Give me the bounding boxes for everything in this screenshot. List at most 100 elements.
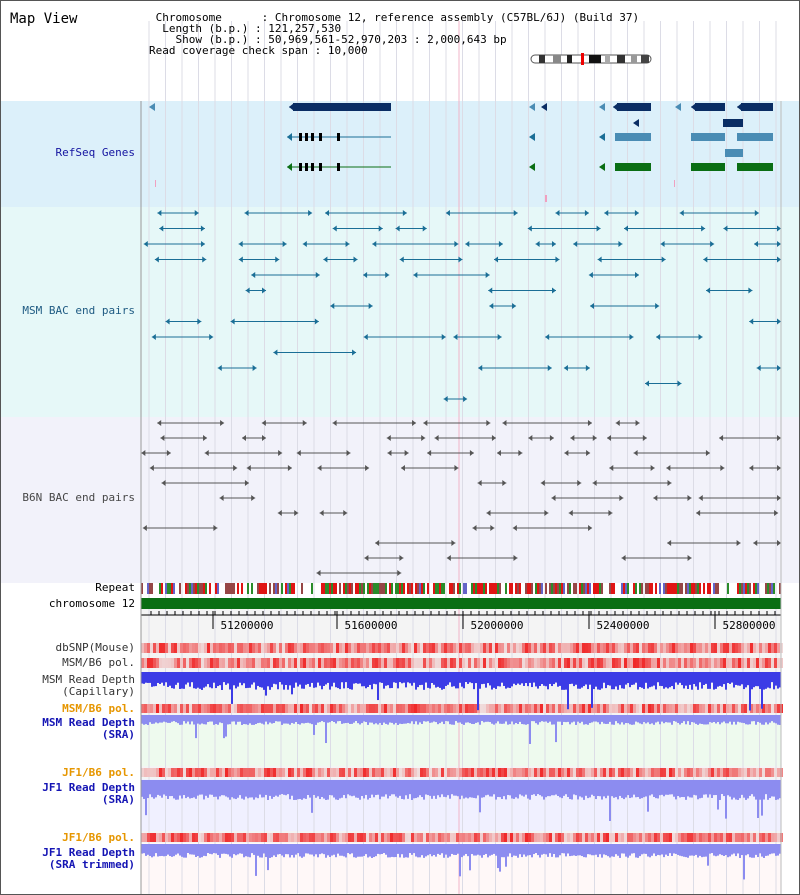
dbsnp-heat-cell: [183, 643, 186, 653]
msm-capillary-depth-bar: [617, 672, 619, 690]
msm-capillary-depth-bar: [261, 672, 263, 688]
msm-sra-depth-bar: [737, 715, 739, 722]
jf1-trim-depth-bar: [473, 844, 475, 856]
jf1-trim-depth-bar: [625, 844, 627, 857]
msm-capillary-depth-bar: [561, 672, 563, 690]
msm-bac-pair-end: [527, 225, 532, 232]
msm-b6-pol-heat-cell: [486, 658, 489, 668]
jf1-trim-depth-bar: [657, 844, 659, 855]
jf1-b6-pol-heat-cell: [363, 768, 366, 777]
msm-b6-pol-sra-heat-cell: [552, 704, 555, 713]
chromosome-bar: [141, 598, 781, 609]
jf1-b6-pol-trim-heat-cell: [462, 833, 465, 842]
msm-bac-pair-end: [661, 256, 666, 263]
jf1-sra-depth-bar: [303, 780, 305, 799]
repeat-element: [489, 583, 491, 594]
msm-capillary-depth-bar: [581, 672, 583, 688]
msm-capillary-depth-bar: [537, 672, 539, 689]
jf1-sra-depth-bar: [553, 780, 555, 796]
jf1-b6-pol-heat-cell: [144, 768, 147, 777]
msm-b6-pol-heat-cell: [282, 658, 285, 668]
msm-sra-depth-bar: [455, 715, 457, 722]
msm-sra-depth-bar: [665, 715, 667, 723]
jf1-b6-pol-trim-heat-cell: [627, 833, 630, 842]
gene-arrow: [599, 163, 605, 171]
jf1-b6-pol-heat-cell: [708, 768, 711, 777]
msm-sra-depth-bar: [443, 715, 445, 725]
msm-sra-depth-bar: [391, 715, 393, 723]
jf1-b6-pol-heat-cell: [465, 768, 468, 777]
jf1-b6-pol-trim-heat-cell: [372, 833, 375, 842]
jf1-sra-depth-bar: [521, 780, 523, 796]
msm-b6-pol-heat-cell: [519, 658, 522, 668]
jf1-trim-depth-bar: [177, 844, 179, 854]
jf1-b6-pol-trim-heat-cell: [579, 833, 582, 842]
msm-sra-depth-bar: [407, 715, 409, 724]
msm-sra-depth-bar: [537, 715, 539, 725]
repeat-element: [217, 583, 219, 594]
msm-b6-pol-sra-heat-cell: [177, 704, 180, 713]
msm-b6-pol-heat-cell: [741, 658, 744, 668]
msm-capillary-depth-bar: [439, 672, 441, 688]
msm-b6-pol-heat-cell: [318, 658, 321, 668]
dbsnp-heat-cell: [663, 643, 666, 653]
jf1-trim-depth-bar: [753, 844, 755, 858]
jf1-sra-depth-bar: [317, 780, 319, 797]
msm-capillary-depth-bar: [437, 672, 439, 687]
msm-b6-pol-sra-heat-cell: [489, 704, 492, 713]
msm-sra-depth-bar: [229, 715, 231, 725]
jf1-sra-depth-bar: [399, 780, 401, 796]
b6n-bac-pair-end: [551, 495, 556, 501]
repeat-element: [563, 583, 565, 594]
dbsnp-heat-cell: [579, 643, 582, 653]
jf1-b6-pol-trim-heat-cell: [354, 833, 357, 842]
msm-b6-pol-heat-cell: [726, 658, 729, 668]
jf1-sra-depth-bar: [719, 780, 721, 800]
msm-capillary-depth-bar: [387, 672, 389, 686]
jf1-b6-pol-heat-cell: [729, 768, 732, 777]
jf1-b6-pol-heat-cell: [267, 768, 270, 777]
jf1-b6-pol-trim-heat-cell: [276, 833, 279, 842]
msm-bac-pair-end: [589, 303, 594, 309]
repeat-element: [687, 583, 689, 594]
msm-capillary-depth-bar: [233, 672, 235, 686]
jf1-sra-depth-bar: [493, 780, 495, 795]
gene-body: [695, 103, 725, 111]
msm-sra-depth-bar: [473, 715, 475, 725]
msm-b6-pol-sra-heat-cell: [216, 704, 219, 713]
msm-capillary-depth-bar: [691, 672, 693, 690]
dbsnp-heat-cell: [393, 643, 396, 653]
msm-capillary-depth-bar: [221, 672, 223, 690]
dbsnp-heat-cell: [318, 643, 321, 653]
dbsnp-heat-cell: [771, 643, 774, 653]
jf1-sra-depth-bar: [175, 780, 177, 800]
jf1-trim-depth-bar: [411, 844, 413, 855]
jf1-sra-depth-bar: [483, 780, 485, 798]
jf1-b6-pol-heat-cell: [609, 768, 612, 777]
msm-capillary-depth-bar: [205, 672, 207, 687]
dbsnp-heat-cell: [474, 643, 477, 653]
dbsnp-heat-cell: [225, 643, 228, 653]
msm-capillary-depth-bar: [257, 672, 259, 686]
dbsnp-heat-cell: [147, 643, 150, 653]
jf1-b6-pol-trim-heat-cell: [621, 833, 624, 842]
msm-capillary-depth-bar: [143, 672, 145, 684]
msm-b6-pol-sra-heat-cell: [729, 704, 732, 713]
msm-capillary-depth-bar: [349, 672, 351, 690]
jf1-b6-pol-heat-cell: [351, 768, 354, 777]
msm-sra-depth-bar: [767, 715, 769, 725]
jf1-sra-depth-bar: [667, 780, 669, 795]
jf1-b6-pol-trim-heat-cell: [237, 833, 240, 842]
jf1-b6-pol-heat-cell: [552, 768, 555, 777]
msm-b6-pol-heat-cell: [423, 658, 426, 668]
msm-b6-pol-sra-heat-cell: [180, 704, 183, 713]
msm-capillary-depth-bar: [723, 672, 725, 685]
msm-sra-depth-bar: [575, 715, 577, 725]
msm-capillary-depth-bar: [331, 672, 333, 687]
jf1-b6-pol-trim-heat-cell: [696, 833, 699, 842]
msm-sra-depth-bar: [701, 715, 703, 725]
repeat-element: [285, 583, 287, 594]
jf1-b6-pol-heat-cell: [570, 768, 573, 777]
jf1-sra-depth-bar: [517, 780, 519, 799]
